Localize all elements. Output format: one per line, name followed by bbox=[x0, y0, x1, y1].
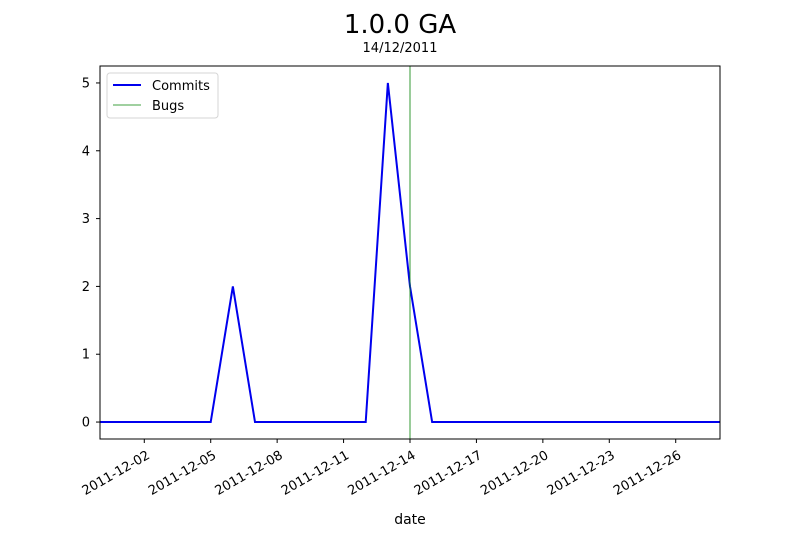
chart-title: 1.0.0 GA bbox=[344, 10, 457, 40]
x-tick-label: 2011-12-20 bbox=[478, 448, 551, 499]
x-tick-label: 2011-12-17 bbox=[412, 448, 485, 499]
plot-area bbox=[100, 66, 720, 439]
y-tick-label: 5 bbox=[82, 76, 90, 91]
x-tick-label: 2011-12-26 bbox=[611, 448, 684, 499]
y-axis: 0 1 2 3 4 5 bbox=[82, 76, 100, 431]
y-tick-label: 1 bbox=[82, 348, 90, 363]
legend-label-bugs: Bugs bbox=[152, 99, 184, 114]
x-tick-label: 2011-12-02 bbox=[80, 448, 153, 499]
y-tick-label: 2 bbox=[82, 280, 90, 295]
x-axis-label: date bbox=[394, 512, 426, 528]
x-axis: 2011-12-022011-12-052011-12-082011-12-11… bbox=[80, 439, 684, 499]
y-tick-label: 0 bbox=[82, 416, 90, 431]
x-tick-label: 2011-12-14 bbox=[345, 448, 418, 499]
x-tick-label: 2011-12-05 bbox=[146, 448, 219, 499]
series-line-0 bbox=[100, 82, 720, 424]
x-tick-label: 2011-12-23 bbox=[545, 448, 618, 499]
y-tick-label: 3 bbox=[82, 212, 90, 227]
x-tick-label: 2011-12-08 bbox=[213, 448, 286, 499]
x-tick-label: 2011-12-11 bbox=[279, 448, 352, 499]
legend: Commits Bugs bbox=[106, 72, 219, 119]
chart-subtitle: 14/12/2011 bbox=[363, 41, 438, 56]
y-tick-label: 4 bbox=[82, 144, 90, 159]
legend-label-commits: Commits bbox=[152, 79, 210, 94]
